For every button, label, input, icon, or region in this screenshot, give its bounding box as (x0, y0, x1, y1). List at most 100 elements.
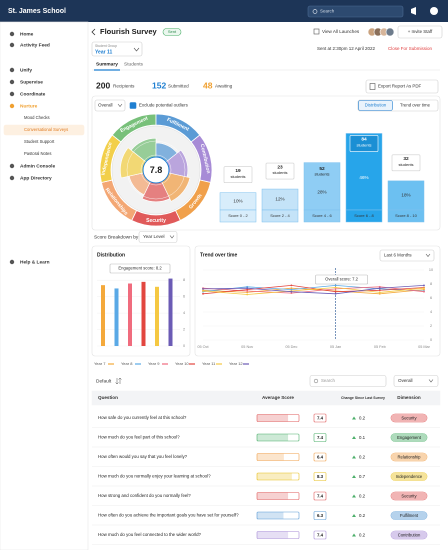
score-value: 7.4 (317, 493, 324, 498)
trend-point (423, 288, 425, 291)
nav-item[interactable]: Unify (20, 67, 32, 73)
score-track (256, 414, 300, 422)
distribution-tooltip (109, 263, 171, 274)
score-bar (303, 162, 341, 211)
profile-icon[interactable] (430, 7, 438, 15)
tab[interactable]: Students (124, 61, 144, 67)
change-value: 0.2 (359, 532, 366, 537)
y-tick-label: 0 (430, 338, 432, 342)
view-all-link[interactable]: View All Launches (322, 29, 360, 34)
score-unit: students (272, 170, 287, 175)
range-dropdown[interactable] (379, 249, 435, 262)
tab[interactable]: Summary (96, 61, 118, 67)
legend-label: Year 7 (94, 361, 106, 366)
trend-point (334, 292, 337, 295)
help-icon (9, 259, 15, 265)
overall-dropdown[interactable] (94, 99, 126, 112)
announce-icon[interactable] (411, 7, 416, 15)
legend-label: Year 10 (175, 361, 189, 366)
pill-tint (391, 531, 427, 539)
invite-button[interactable] (397, 25, 443, 39)
score-bar-label-bg (219, 209, 257, 223)
trend-point (423, 284, 425, 287)
change-value: 0.1 (359, 435, 366, 440)
nav-item[interactable]: Mood Checks (24, 115, 50, 120)
score-unit: students (314, 172, 329, 177)
up-arrow (352, 436, 356, 439)
caret (169, 235, 175, 239)
score-value-box (313, 511, 327, 520)
breakdown-dropdown[interactable] (138, 231, 178, 243)
score-value-box (313, 413, 327, 423)
score-value: 7.4 (317, 532, 324, 537)
score-bar-label: Score 8 - 10 (395, 213, 418, 218)
pill-tint (391, 511, 427, 520)
nav-help[interactable]: Help & Learn (20, 259, 50, 265)
outlier-checkbox[interactable] (129, 102, 137, 109)
view-option[interactable]: Trend over time (400, 103, 431, 108)
score-fill (257, 492, 289, 500)
score-value: 6.3 (317, 513, 324, 518)
nav-item[interactable]: App Directory (20, 175, 52, 181)
nav-item[interactable]: Pastoral Notes (24, 151, 51, 156)
score-track (256, 453, 300, 461)
x-tick-label: 05 Oct (197, 345, 209, 349)
wheel-label: Security (146, 218, 166, 224)
nav-item[interactable]: Coordinate (20, 91, 46, 97)
nav-icon (9, 163, 15, 169)
dimension-label: Contribution (398, 532, 421, 537)
caret (133, 47, 140, 52)
export-icon (369, 83, 376, 90)
score-percent: 12% (275, 197, 284, 202)
dimension-label: Fulfilment (400, 513, 419, 518)
search-box[interactable] (307, 5, 404, 18)
score-value-box (313, 530, 327, 540)
table-search[interactable] (309, 375, 387, 387)
nav-item[interactable]: Student Support (24, 139, 55, 144)
sort-icon[interactable] (115, 377, 122, 385)
change-value: 0.2 (359, 454, 366, 459)
group-dropdown[interactable] (91, 41, 143, 57)
nav-item[interactable]: Home (20, 31, 34, 37)
trend-point (423, 287, 425, 290)
dimension-label: Engagement (397, 435, 422, 440)
launch-icon (313, 28, 320, 35)
score-fill (257, 473, 292, 480)
panel-title: Trend over time (200, 252, 237, 258)
sent-info: Sent at 2:30pm 12 April 2022 (317, 46, 376, 51)
nav-item[interactable]: Activity Feed (20, 42, 50, 48)
view-active[interactable] (358, 100, 393, 111)
trend-point (290, 287, 293, 290)
nav-item[interactable]: Conversational Surveys (24, 127, 68, 132)
back-icon[interactable] (91, 28, 96, 36)
y-tick-label: 2 (430, 324, 432, 328)
tooltip-text: Overall score: 7.2 (325, 277, 358, 282)
trend-point (202, 288, 204, 290)
outlier-label: Exclude potential outliers (139, 103, 189, 108)
score-fill (257, 434, 289, 441)
table-filter[interactable] (393, 375, 439, 387)
nav-item[interactable]: Nurture (20, 103, 38, 109)
trend-point (378, 291, 381, 294)
nav-item[interactable]: Admin Console (20, 163, 56, 169)
score-percent: 28% (317, 190, 326, 195)
export-button[interactable] (365, 79, 439, 94)
x-tick-label: 05 Mar (418, 345, 431, 349)
pill-tint (391, 414, 427, 422)
score-bar-label: Score 0 - 2 (228, 213, 248, 218)
close-link[interactable]: Close For Submission (388, 46, 433, 51)
sidebar (0, 21, 89, 550)
y-tick-label: 8 (183, 278, 185, 282)
legend-label: Year 11 (202, 361, 216, 366)
score-percent: 18% (401, 193, 410, 198)
sort-label: Default (96, 378, 112, 384)
nav-item[interactable]: Supervise (20, 79, 43, 85)
view-option[interactable]: Distribution (365, 103, 387, 108)
score-bar-label: Score 6 - 8 (354, 213, 374, 218)
score-track (256, 492, 300, 500)
score-count-box (391, 154, 421, 172)
score-value-box (313, 491, 327, 501)
caret (425, 253, 431, 257)
panel-title: Distribution (97, 252, 125, 258)
